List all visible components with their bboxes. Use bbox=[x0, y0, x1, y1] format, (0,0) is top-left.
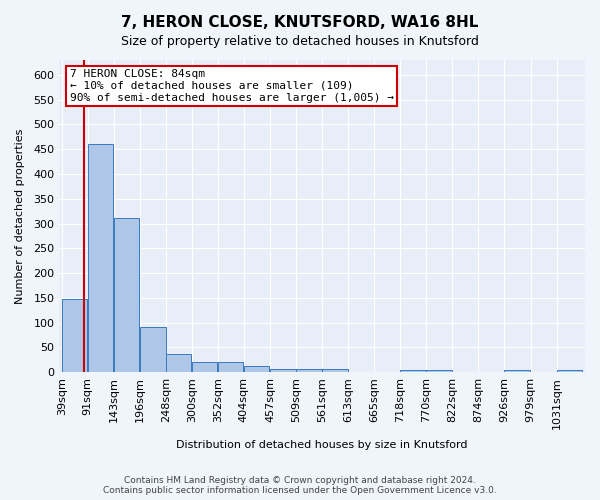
Bar bbox=[296, 369, 322, 372]
Bar bbox=[400, 370, 426, 372]
Bar bbox=[427, 370, 452, 372]
Bar bbox=[270, 369, 296, 372]
Bar bbox=[244, 366, 269, 372]
X-axis label: Distribution of detached houses by size in Knutsford: Distribution of detached houses by size … bbox=[176, 440, 468, 450]
Bar bbox=[218, 362, 244, 372]
Bar bbox=[113, 218, 139, 372]
Y-axis label: Number of detached properties: Number of detached properties bbox=[15, 128, 25, 304]
Bar bbox=[504, 370, 530, 372]
Bar bbox=[166, 354, 191, 372]
Bar bbox=[192, 362, 217, 372]
Bar bbox=[322, 369, 347, 372]
Text: Size of property relative to detached houses in Knutsford: Size of property relative to detached ho… bbox=[121, 35, 479, 48]
Bar bbox=[62, 299, 87, 372]
Text: 7 HERON CLOSE: 84sqm
← 10% of detached houses are smaller (109)
90% of semi-deta: 7 HERON CLOSE: 84sqm ← 10% of detached h… bbox=[70, 70, 394, 102]
Bar bbox=[140, 326, 166, 372]
Bar bbox=[88, 144, 113, 372]
Text: Contains HM Land Registry data © Crown copyright and database right 2024.
Contai: Contains HM Land Registry data © Crown c… bbox=[103, 476, 497, 495]
Bar bbox=[557, 370, 582, 372]
Text: 7, HERON CLOSE, KNUTSFORD, WA16 8HL: 7, HERON CLOSE, KNUTSFORD, WA16 8HL bbox=[121, 15, 479, 30]
